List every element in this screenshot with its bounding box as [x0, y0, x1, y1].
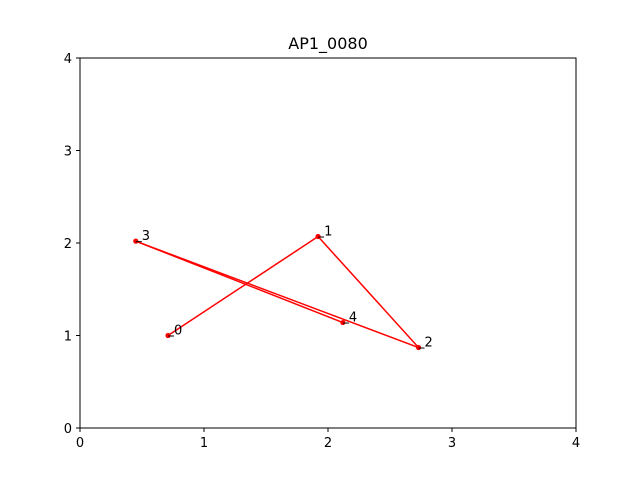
data-point: [133, 238, 139, 244]
series-line-segment: [135, 240, 344, 324]
series-line-segment: [317, 236, 420, 349]
x-tick-label: 4: [572, 436, 580, 451]
x-axis: 0 1 2 3 4: [76, 428, 580, 451]
point-label: 2: [425, 336, 433, 351]
x-tick-label: 2: [324, 436, 332, 451]
data-point: [165, 332, 171, 339]
y-tick-label: 1: [64, 330, 72, 345]
y-axis: 0 1 2 3 4: [64, 52, 80, 437]
point-label: 1: [324, 225, 332, 240]
x-tick-label: 1: [200, 436, 208, 451]
point-label: 4: [349, 311, 357, 326]
series-layer: 0 1 2 3 4: [133, 225, 433, 351]
y-tick-label: 0: [64, 422, 72, 437]
series-line-segment: [167, 235, 319, 337]
x-tick-label: 3: [448, 436, 456, 451]
point-label: 3: [142, 229, 150, 244]
x-tick-label: 0: [76, 436, 84, 451]
y-tick-label: 4: [64, 52, 72, 67]
chart-title: AP1_0080: [288, 34, 368, 54]
plot-area-frame: [79, 57, 577, 429]
point-label: 0: [174, 324, 182, 339]
y-tick-label: 2: [64, 237, 72, 252]
y-tick-label: 3: [64, 145, 72, 160]
